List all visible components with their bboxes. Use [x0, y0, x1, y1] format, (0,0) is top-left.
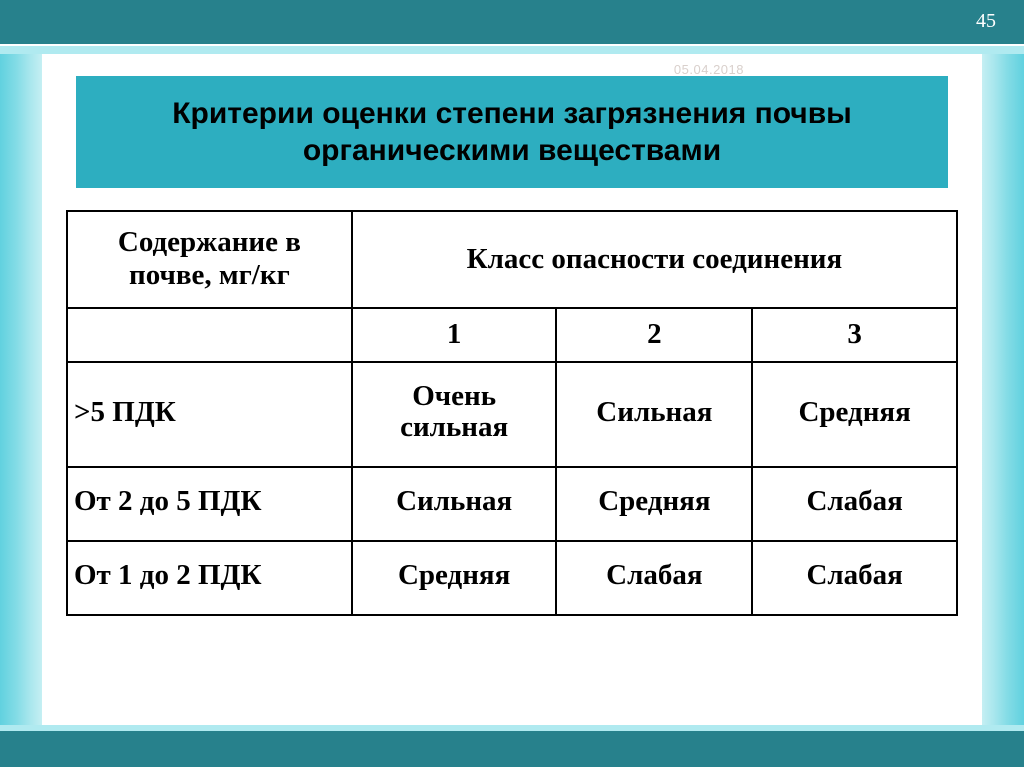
- top-band: [0, 0, 1024, 48]
- cell: Очень сильная: [352, 362, 557, 468]
- header-row-label: Содержание в почве, мг/кг: [67, 211, 352, 308]
- header-empty-cell: [67, 308, 352, 362]
- table-row: От 2 до 5 ПДК Сильная Средняя Слабая: [67, 467, 957, 541]
- watermark-date: 05.04.2018: [674, 62, 744, 77]
- cell: Слабая: [752, 541, 957, 615]
- criteria-table-container: Содержание в почве, мг/кг Класс опасност…: [66, 210, 958, 616]
- row-label: От 1 до 2 ПДК: [67, 541, 352, 615]
- table-row: >5 ПДК Очень сильная Сильная Средняя: [67, 362, 957, 468]
- cell: Средняя: [352, 541, 557, 615]
- table-header-row-1: Содержание в почве, мг/кг Класс опасност…: [67, 211, 957, 308]
- cell: Слабая: [556, 541, 752, 615]
- right-gradient: [982, 0, 1024, 767]
- header-group-label: Класс опасности соединения: [352, 211, 957, 308]
- header-class-3: 3: [752, 308, 957, 362]
- cell: Средняя: [752, 362, 957, 468]
- cell: Слабая: [752, 467, 957, 541]
- cell: Сильная: [556, 362, 752, 468]
- row-label: От 2 до 5 ПДК: [67, 467, 352, 541]
- table-row: От 1 до 2 ПДК Средняя Слабая Слабая: [67, 541, 957, 615]
- cell: Средняя: [556, 467, 752, 541]
- slide: 45 05.04.2018 Критерии оценки степени за…: [0, 0, 1024, 767]
- page-number: 45: [976, 10, 996, 33]
- bottom-band: [0, 731, 1024, 767]
- table-header-row-2: 1 2 3: [67, 308, 957, 362]
- top-band-accent: [0, 44, 1024, 54]
- title-bar: Критерии оценки степени загрязнения почв…: [76, 76, 948, 188]
- criteria-table: Содержание в почве, мг/кг Класс опасност…: [66, 210, 958, 616]
- slide-title: Критерии оценки степени загрязнения почв…: [96, 95, 928, 170]
- row-label: >5 ПДК: [67, 362, 352, 468]
- header-class-2: 2: [556, 308, 752, 362]
- header-class-1: 1: [352, 308, 557, 362]
- cell: Сильная: [352, 467, 557, 541]
- left-gradient: [0, 0, 42, 767]
